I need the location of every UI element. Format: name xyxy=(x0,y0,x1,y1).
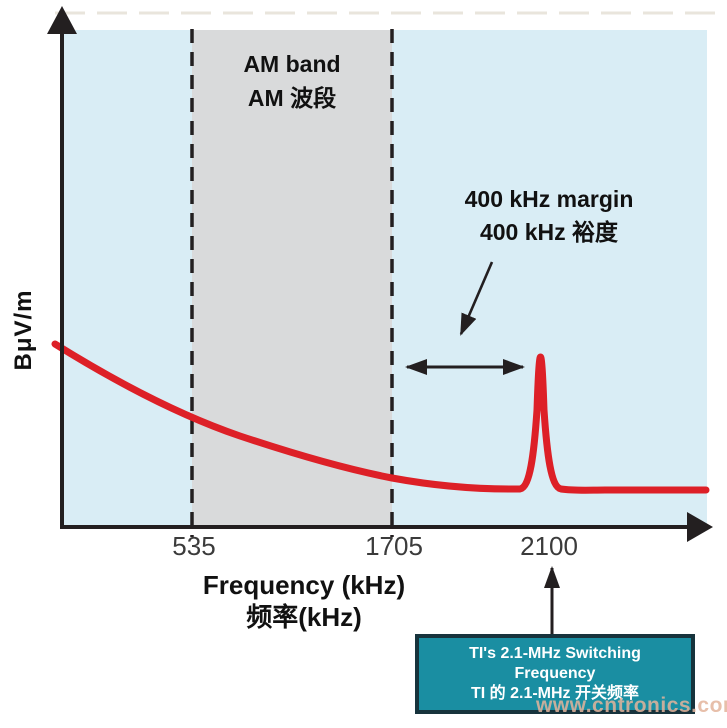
am-band-label-zh: AM 波段 xyxy=(247,85,337,111)
x-axis-label-en: Frequency (kHz) xyxy=(202,570,406,600)
x-axis-arrowhead xyxy=(687,512,713,542)
x-axis-label-zh: 频率(kHz) xyxy=(246,602,362,632)
callout-line-1: TI's 2.1-MHz Switching xyxy=(469,645,641,662)
callout-line-2: Frequency xyxy=(514,665,596,682)
margin-pointer-arrow xyxy=(459,261,494,336)
x-axis-label: Frequency (kHz) 频率(kHz) xyxy=(153,569,455,633)
switching-frequency-callout: TI's 2.1-MHz Switching Frequency TI 的 2.… xyxy=(415,634,695,714)
margin-label-zh: 400 kHz 裕度 xyxy=(479,219,619,245)
margin-label-en: 400 kHz margin xyxy=(464,186,634,212)
x-tick-1705: 1705 xyxy=(365,531,423,561)
y-axis-label: BμV/m xyxy=(10,289,37,371)
am-band-label: AM band AM 波段 xyxy=(192,47,392,115)
callout-line-3: TI 的 2.1-MHz 开关频率 xyxy=(470,685,639,702)
emission-curve xyxy=(51,340,710,494)
am-band-region xyxy=(192,30,392,527)
x-tick-535: 535 xyxy=(172,531,216,561)
x-tick-2100: 2100 xyxy=(520,531,578,561)
y-axis-arrowhead xyxy=(47,6,77,34)
am-band-label-en: AM band xyxy=(243,51,341,77)
watermark: www.cntronics.com xyxy=(536,694,727,717)
margin-label: 400 kHz margin 400 kHz 裕度 xyxy=(428,183,670,249)
